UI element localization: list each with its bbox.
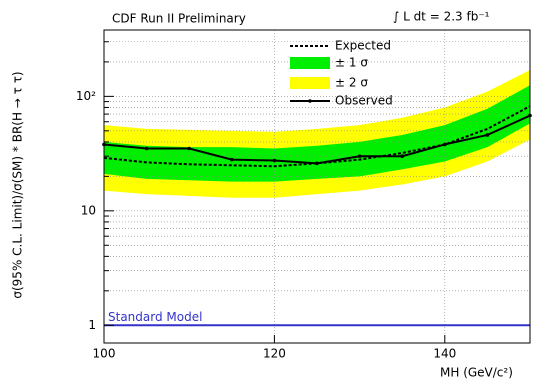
legend-label: Expected [335, 39, 391, 53]
point [230, 157, 234, 162]
legend-swatch [308, 99, 312, 103]
legend-label: ± 2 σ [335, 76, 368, 90]
point [272, 158, 277, 163]
band [104, 85, 530, 182]
point [485, 133, 490, 137]
legend: Expected ± 1 σ ± 2 σ Observed [290, 39, 393, 108]
legend-swatch [290, 57, 330, 69]
x-tick-label: 140 [433, 347, 456, 361]
x-tick-label: 120 [263, 347, 286, 361]
x-tick-label: 100 [93, 347, 116, 361]
legend-swatch [290, 77, 330, 89]
point [357, 154, 362, 159]
plot-frame [103, 29, 531, 344]
x-axis-label: MH (GeV/c²) [440, 366, 513, 380]
point [187, 146, 191, 151]
y-tick-label: 10 [81, 203, 96, 217]
point [400, 154, 405, 159]
y-tick-label: 1 [88, 318, 96, 332]
legend-label: Observed [335, 94, 393, 108]
y-tick-label: 10² [76, 89, 96, 103]
reference-label: Standard Model [108, 310, 202, 324]
y-axis-label: σ(95% C.L. Limit)/σ(SM) * BR(H → τ τ) [11, 71, 25, 298]
annotation: ∫ L dt = 2.3 fb⁻¹ [393, 10, 490, 24]
point [144, 146, 149, 151]
point [315, 161, 319, 166]
plot-area [103, 30, 530, 343]
chart-title: CDF Run II Preliminary [112, 12, 246, 26]
series-line [103, 105, 531, 168]
legend-label: ± 1 σ [335, 56, 368, 70]
point [443, 142, 447, 147]
